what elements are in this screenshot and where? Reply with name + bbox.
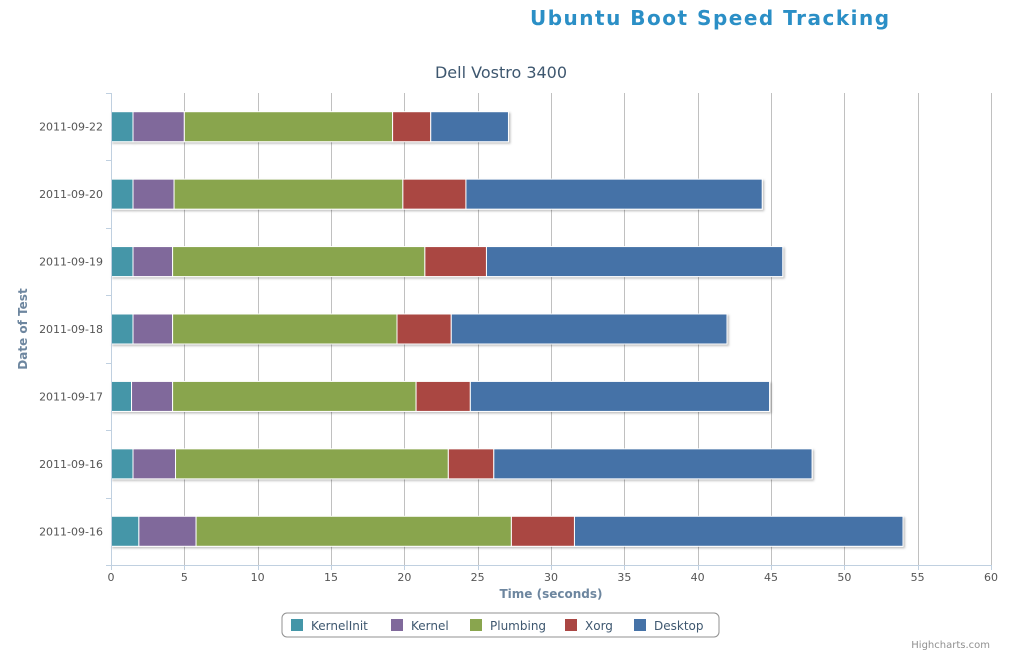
x-tick-label: 25	[471, 571, 485, 584]
y-tick-label: 2011-09-17	[39, 390, 103, 403]
bar-stack	[110, 111, 509, 143]
bar-xorg[interactable]	[392, 111, 432, 143]
y-tick-label: 2011-09-22	[39, 121, 103, 134]
bar-kernel[interactable]	[132, 111, 185, 143]
tick-labels: 0 5 10 15 20 25 30 35 40 45 50 55 60 2011-09-22 2011-0…	[39, 121, 998, 584]
bar-stack	[110, 448, 813, 480]
y-tick-label: 2011-09-16	[39, 525, 103, 538]
bar-plumbing[interactable]	[172, 313, 398, 345]
x-tick-label: 50	[837, 571, 851, 584]
page-title: Ubuntu Boot Speed Tracking	[530, 6, 891, 30]
x-tick-label: 20	[397, 571, 411, 584]
bar-kernelinit[interactable]	[110, 246, 134, 278]
bar-desktop[interactable]	[573, 515, 904, 547]
bar-kernelinit[interactable]	[110, 448, 134, 480]
bar-desktop[interactable]	[493, 448, 813, 480]
legend-label: Xorg	[585, 619, 613, 633]
x-tick-label: 35	[617, 571, 631, 584]
legend-item-xorg[interactable]: Xorg	[565, 619, 613, 633]
bar-plumbing[interactable]	[195, 515, 512, 547]
bar-plumbing[interactable]	[172, 380, 417, 412]
bar-kernelinit[interactable]	[110, 515, 140, 547]
bar-kernel[interactable]	[132, 313, 174, 345]
axes	[106, 93, 992, 570]
x-tick-label: 10	[251, 571, 265, 584]
legend-label: Plumbing	[490, 619, 546, 633]
legend-item-kernelinit[interactable]: KernelInit	[291, 619, 368, 633]
x-tick-label: 60	[984, 571, 998, 584]
bar-desktop[interactable]	[430, 111, 509, 143]
x-tick-label: 15	[324, 571, 338, 584]
bar-desktop[interactable]	[485, 246, 784, 278]
bar-kernel[interactable]	[132, 448, 177, 480]
x-tick-label: 0	[108, 571, 115, 584]
bar-plumbing[interactable]	[175, 448, 449, 480]
y-axis-title: Date of Test	[16, 288, 30, 370]
bar-kernel[interactable]	[132, 178, 175, 210]
legend-swatch	[565, 619, 577, 631]
bar-stack	[110, 515, 904, 547]
bar-desktop[interactable]	[465, 178, 763, 210]
bar-series	[110, 111, 904, 547]
bar-kernel[interactable]	[131, 380, 174, 412]
bar-kernelinit[interactable]	[110, 313, 134, 345]
bar-plumbing[interactable]	[173, 178, 404, 210]
x-tick-label: 40	[691, 571, 705, 584]
chart-subtitle: Dell Vostro 3400	[435, 63, 567, 82]
legend-item-plumbing[interactable]: Plumbing	[470, 619, 546, 633]
legend-swatch	[391, 619, 403, 631]
bar-stack	[110, 178, 763, 210]
legend-label: Desktop	[654, 619, 704, 633]
bar-xorg[interactable]	[396, 313, 452, 345]
legend-swatch	[291, 619, 303, 631]
bar-stack	[110, 246, 784, 278]
bar-xorg[interactable]	[424, 246, 487, 278]
bar-stack	[110, 313, 728, 345]
y-tick-label: 2011-09-19	[39, 256, 103, 269]
x-tick-label: 45	[764, 571, 778, 584]
bar-xorg[interactable]	[447, 448, 495, 480]
y-tick-label: 2011-09-18	[39, 323, 103, 336]
bar-kernel[interactable]	[132, 246, 174, 278]
credits-link[interactable]: Highcharts.com	[911, 640, 990, 651]
legend-label: KernelInit	[311, 619, 368, 633]
legend-item-kernel[interactable]: Kernel	[391, 619, 449, 633]
bar-desktop[interactable]	[469, 380, 771, 412]
bar-kernelinit[interactable]	[110, 380, 133, 412]
bar-desktop[interactable]	[450, 313, 728, 345]
bar-xorg[interactable]	[510, 515, 575, 547]
bar-xorg[interactable]	[402, 178, 467, 210]
x-tick-label: 5	[181, 571, 188, 584]
bar-kernel[interactable]	[138, 515, 197, 547]
legend-item-desktop[interactable]: Desktop	[634, 619, 704, 633]
page-header: Ubuntu Boot Speed Tracking	[0, 6, 1011, 36]
bar-plumbing[interactable]	[172, 246, 426, 278]
legend-swatch	[634, 619, 646, 631]
y-tick-label: 2011-09-20	[39, 188, 103, 201]
x-tick-label: 55	[911, 571, 925, 584]
bar-kernelinit[interactable]	[110, 178, 134, 210]
x-axis-title: Time (seconds)	[499, 587, 602, 601]
legend-label: Kernel	[411, 619, 449, 633]
legend-swatch	[470, 619, 482, 631]
bar-xorg[interactable]	[415, 380, 471, 412]
bar-kernelinit[interactable]	[110, 111, 134, 143]
x-tick-label: 30	[544, 571, 558, 584]
y-tick-label: 2011-09-16	[39, 458, 103, 471]
bar-stack	[110, 380, 771, 412]
bar-plumbing[interactable]	[183, 111, 394, 143]
legend: KernelInit Kernel Plumbing Xorg Desktop	[281, 612, 720, 638]
